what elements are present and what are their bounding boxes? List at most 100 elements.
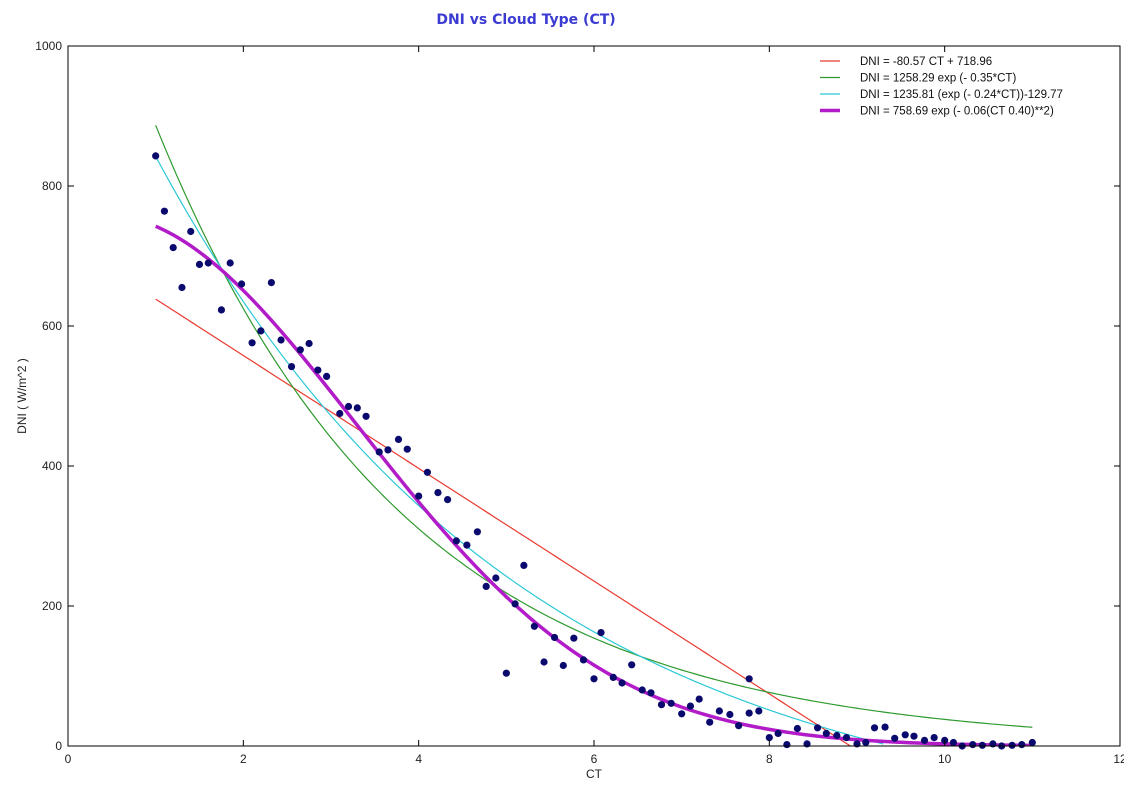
data-point xyxy=(267,279,275,287)
series-line-1 xyxy=(155,298,852,746)
series-line-4 xyxy=(154,224,1033,746)
data-point xyxy=(870,724,879,732)
data-point xyxy=(187,227,195,236)
data-point xyxy=(559,661,567,670)
data-point xyxy=(492,574,500,582)
legend-label-3: DNI = 1235.81 (exp (- 0.24*CT))-129.77 xyxy=(860,89,1063,101)
data-point xyxy=(530,622,538,630)
data-point xyxy=(452,537,460,545)
chart-title: DNI vs Cloud Type (CT) xyxy=(436,12,615,28)
data-point xyxy=(160,207,169,215)
data-point xyxy=(686,702,695,710)
data-point xyxy=(978,741,986,749)
data-point xyxy=(842,734,851,742)
data-point xyxy=(667,699,675,707)
legend-label-1: DNI = -80.57 CT + 718.96 xyxy=(860,56,992,68)
data-point xyxy=(774,729,782,738)
data-point xyxy=(152,152,160,160)
data-point xyxy=(394,435,403,443)
data-point xyxy=(579,656,588,664)
data-point xyxy=(755,707,763,715)
data-point xyxy=(920,736,929,745)
data-point xyxy=(463,541,471,549)
x-tick-label: 0 xyxy=(65,752,72,766)
data-point xyxy=(323,372,331,380)
series-line-3 xyxy=(155,156,884,745)
data-point xyxy=(403,445,411,453)
data-point xyxy=(647,689,655,697)
data-point xyxy=(638,686,646,694)
data-point xyxy=(540,658,548,666)
data-point xyxy=(217,306,226,314)
legend-label-2: DNI = 1258.29 exp (- 0.35*CT) xyxy=(860,73,1016,85)
data-point xyxy=(628,661,636,669)
data-point xyxy=(618,679,626,687)
data-point xyxy=(287,363,296,371)
data-point xyxy=(1028,738,1036,747)
x-tick-label: 8 xyxy=(766,752,773,766)
data-point xyxy=(765,734,773,742)
y-tick-label: 600 xyxy=(42,319,62,333)
data-point xyxy=(226,259,234,267)
data-point xyxy=(344,402,353,411)
data-point xyxy=(1018,741,1026,749)
data-point xyxy=(930,734,938,742)
legend: DNI = -80.57 CT + 718.96 DNI = 1258.29 ex… xyxy=(820,56,1063,118)
data-point xyxy=(169,244,177,252)
data-point xyxy=(305,339,313,348)
data-point xyxy=(237,280,246,288)
y-tick-label: 1000 xyxy=(35,39,62,53)
data-point xyxy=(813,724,822,732)
fit-lines xyxy=(154,125,1033,746)
data-point xyxy=(726,710,734,719)
data-point xyxy=(353,404,361,412)
data-point xyxy=(745,675,753,683)
data-point xyxy=(862,738,870,747)
data-point xyxy=(178,283,186,292)
data-point xyxy=(473,528,481,536)
y-tick-label: 800 xyxy=(42,179,62,193)
data-point xyxy=(901,731,909,739)
data-point xyxy=(204,259,212,267)
data-point xyxy=(423,468,432,476)
data-point xyxy=(362,412,370,420)
data-point xyxy=(745,709,753,717)
x-axis: 0 2 4 6 8 10 12 xyxy=(65,46,1124,766)
data-point xyxy=(502,669,510,677)
data-point xyxy=(783,741,791,749)
data-point xyxy=(735,722,743,730)
data-point xyxy=(609,673,617,682)
y-tick-label: 400 xyxy=(42,459,62,473)
data-point xyxy=(969,741,977,749)
data-point xyxy=(384,446,392,454)
data-point xyxy=(590,675,598,683)
x-tick-label: 12 xyxy=(1113,752,1124,766)
data-point xyxy=(570,634,578,642)
data-point xyxy=(434,489,442,497)
x-tick-label: 2 xyxy=(240,752,247,766)
data-point xyxy=(695,695,703,703)
plot-area xyxy=(68,46,1120,746)
data-point xyxy=(296,346,304,354)
y-axis: 0 200 400 600 800 1000 xyxy=(35,39,1120,753)
x-tick-label: 4 xyxy=(415,752,422,766)
data-point xyxy=(833,731,841,740)
legend-label-4: DNI = 758.69 exp (- 0.06(CT 0.40)**2) xyxy=(860,106,1054,118)
data-point xyxy=(715,707,723,715)
data-point xyxy=(949,738,958,747)
data-point xyxy=(597,629,605,637)
series-line-2 xyxy=(155,125,1033,728)
data-point xyxy=(678,710,686,718)
data-point xyxy=(195,260,204,268)
data-point xyxy=(706,718,714,726)
data-point xyxy=(444,496,452,504)
data-point xyxy=(277,336,285,344)
y-tick-label: 0 xyxy=(55,739,62,753)
data-point xyxy=(910,732,918,740)
x-tick-label: 6 xyxy=(591,752,598,766)
data-point xyxy=(257,327,265,335)
data-point xyxy=(1008,741,1016,749)
y-tick-label: 200 xyxy=(42,599,62,613)
data-point xyxy=(520,561,528,570)
